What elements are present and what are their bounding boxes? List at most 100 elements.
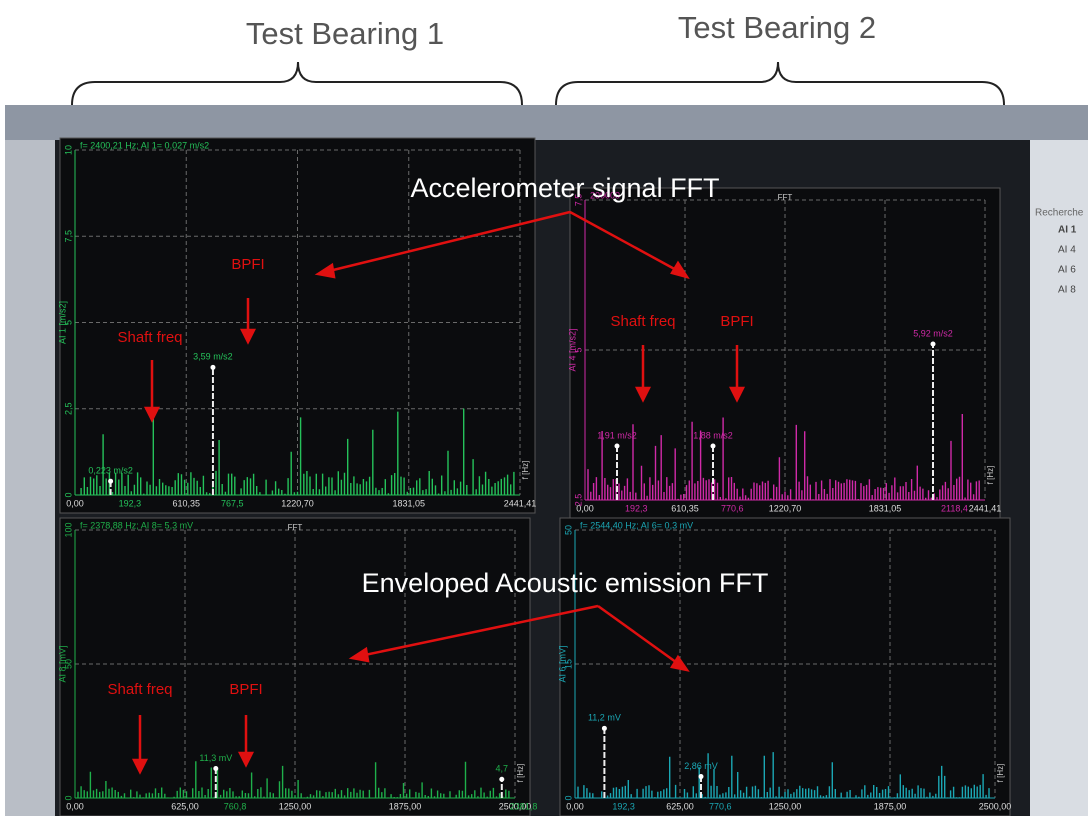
peak-label: 0,223 m/s2 bbox=[88, 466, 133, 476]
x-tick-label: 1220,70 bbox=[281, 498, 314, 508]
marker-label: 767,5 bbox=[221, 498, 244, 508]
panel-title: FFT bbox=[288, 523, 303, 532]
x-tick-label: 1831,05 bbox=[869, 503, 902, 513]
x-tick-label: 0,00 bbox=[566, 801, 584, 811]
peak-label: 3,59 m/s2 bbox=[193, 352, 233, 362]
left-strip bbox=[5, 140, 55, 816]
x-tick-label: 2441,41 bbox=[969, 503, 1002, 513]
peak-label: 1,88 m/s2 bbox=[693, 430, 733, 440]
x-tick-label: 1875,00 bbox=[874, 801, 907, 811]
channel-item: AI 8 bbox=[1058, 285, 1076, 296]
peak-marker bbox=[499, 776, 505, 782]
marker-label: 192,3 bbox=[612, 801, 635, 811]
search-label: Recherche bbox=[1035, 208, 1084, 219]
peak-label: 5,92 m/s2 bbox=[913, 328, 953, 338]
peak-marker bbox=[108, 478, 114, 484]
y-tick-label: 100 bbox=[63, 522, 73, 537]
y-tick-label: 7,5 bbox=[573, 194, 583, 207]
x-axis-label: f [Hz] bbox=[516, 764, 525, 783]
status: f= 2378,88 Hz; AI 8= 5,3 mV bbox=[80, 520, 193, 530]
y-tick-label: 50 bbox=[63, 659, 73, 669]
y-tick-label: 50 bbox=[563, 525, 573, 535]
marker-label: 192,3 bbox=[625, 503, 648, 513]
x-tick-label: 610,35 bbox=[671, 503, 699, 513]
note: Shaft freq bbox=[107, 681, 172, 698]
x-tick-label: 1250,00 bbox=[769, 801, 802, 811]
peak-marker bbox=[210, 364, 216, 370]
y-tick-label: 10 bbox=[63, 145, 73, 155]
panel-title: FFT bbox=[778, 193, 793, 202]
y-tick-label: 0 bbox=[63, 492, 73, 497]
note: Shaft freq bbox=[610, 313, 675, 330]
y-tick-label: 15 bbox=[563, 659, 573, 669]
status: f= 2544,40 Hz; AI 6= 0,3 mV bbox=[580, 520, 693, 530]
bearing-title: Test Bearing 2 bbox=[678, 10, 876, 45]
marker-label: 770,6 bbox=[721, 503, 744, 513]
x-tick-label: 1875,00 bbox=[389, 801, 422, 811]
toolbar bbox=[5, 105, 1088, 140]
y-axis-label: AI 8 [mV] bbox=[57, 645, 67, 682]
x-tick-label: 1831,05 bbox=[392, 498, 425, 508]
peak-marker bbox=[213, 766, 219, 772]
panels: 0,00 610,35 1220,70 1831,05 2441,41 0 2,5 5 7,5 1… bbox=[57, 137, 1011, 817]
note: Shaft freq bbox=[117, 329, 182, 346]
sidebar bbox=[1030, 140, 1088, 816]
y-axis-label: AI 1 [m/s2] bbox=[57, 301, 67, 344]
peak-label: 11,2 mV bbox=[588, 713, 621, 723]
x-tick-label: 0,00 bbox=[66, 498, 84, 508]
peak-label: 2,86 mV bbox=[684, 761, 718, 771]
peak-marker bbox=[930, 341, 936, 347]
x-tick-label: 0,00 bbox=[66, 801, 84, 811]
peak-marker bbox=[601, 725, 607, 731]
x-tick-label: 625,00 bbox=[666, 801, 694, 811]
spectrum bbox=[587, 414, 980, 500]
peak-label: 4,7 bbox=[496, 764, 509, 774]
y-tick-label: 0 bbox=[63, 795, 73, 800]
arrows bbox=[131, 210, 746, 775]
marker-label: 760,8 bbox=[224, 801, 247, 811]
peak-label: 1,91 m/s2 bbox=[597, 430, 637, 440]
channel-item: AI 4 bbox=[1058, 245, 1076, 256]
x-tick-label: 2500,00 bbox=[499, 801, 532, 811]
spectrum bbox=[80, 408, 515, 495]
spectrum bbox=[577, 752, 990, 798]
brace bbox=[71, 61, 523, 106]
x-axis-label: f [Hz] bbox=[521, 461, 530, 480]
annotation: Enveloped Acoustic emission FFT bbox=[362, 568, 769, 598]
bearing-title: Test Bearing 1 bbox=[246, 16, 444, 51]
y-axis-label: AI 6 [mV] bbox=[557, 645, 567, 682]
brace bbox=[555, 61, 1005, 106]
annotation: Accelerometer signal FFT bbox=[410, 173, 719, 203]
x-tick-label: 1250,00 bbox=[279, 801, 312, 811]
y-tick-label: 0 bbox=[563, 795, 573, 800]
marker-label: 770,6 bbox=[709, 801, 732, 811]
y-tick-label: 2,5 bbox=[63, 402, 73, 415]
status: f= 2400,21 Hz; AI 1= 0,027 m/s2 bbox=[80, 140, 209, 150]
note: BPFI bbox=[231, 256, 264, 273]
y-tick-label: 7,5 bbox=[63, 230, 73, 243]
marker-label: 2118,4 bbox=[941, 503, 968, 513]
x-axis-label: f [Hz] bbox=[996, 764, 1005, 783]
y-axis-label: AI 4 [m/s2] bbox=[567, 328, 577, 371]
peak-marker bbox=[698, 774, 704, 780]
peak-marker bbox=[614, 443, 620, 449]
note: BPFI bbox=[720, 313, 753, 330]
peak-marker bbox=[710, 443, 716, 449]
x-tick-label: 1220,70 bbox=[769, 503, 802, 513]
x-tick-label: 2441,41 bbox=[504, 498, 537, 508]
note: BPFI bbox=[229, 681, 262, 698]
x-axis-label: f [Hz] bbox=[986, 466, 995, 485]
spectrum bbox=[77, 761, 510, 798]
x-tick-label: 625,00 bbox=[171, 801, 199, 811]
x-tick-label: 0,00 bbox=[576, 503, 594, 513]
marker-label: 192,3 bbox=[119, 498, 142, 508]
marker-label: 2381,8 bbox=[510, 801, 538, 811]
peak-label: 11,3 mV bbox=[199, 753, 232, 763]
channel-item: AI 6 bbox=[1058, 265, 1076, 276]
status: 200000 bbox=[590, 190, 620, 200]
y-tick-label: 2,5 bbox=[573, 494, 583, 507]
y-tick-label: 5 bbox=[63, 320, 73, 325]
x-tick-label: 610,35 bbox=[172, 498, 200, 508]
channel-item: AI 1 bbox=[1058, 225, 1077, 236]
